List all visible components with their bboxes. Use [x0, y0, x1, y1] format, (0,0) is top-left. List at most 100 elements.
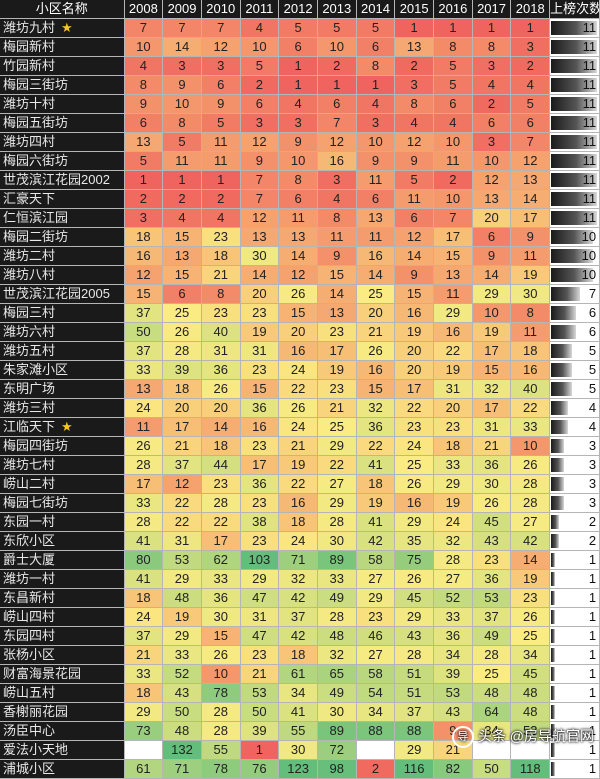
rank-cell: 40: [201, 322, 241, 342]
rank-cell: 29: [317, 493, 357, 513]
count-bar: [551, 515, 560, 529]
rank-cell: 26: [278, 398, 318, 418]
rank-cell: 15: [201, 626, 241, 646]
table-row: 潍坊九村 ★ 7 7 7 4 5 5 5 1 1 1 1 11: [0, 18, 600, 38]
count-cell: 11: [549, 132, 600, 152]
rank-cell: 26: [510, 607, 551, 627]
rank-cell: 1: [433, 18, 473, 38]
table-row: 财富海景花园 33 52 10 21 61 65 58 51 39 25 45 1: [0, 664, 600, 684]
rank-cell: 25: [472, 664, 512, 684]
count-cell: 1: [549, 702, 600, 722]
count-value: 11: [582, 134, 597, 149]
rank-cell: 20: [240, 284, 280, 304]
rank-cell: 11: [510, 322, 551, 342]
rank-cell: 5: [240, 56, 280, 76]
row-name-label: 梅园三街坊: [3, 77, 69, 92]
count-bar: [551, 59, 598, 73]
rank-cell: 50: [472, 759, 512, 779]
rank-cell: 42: [356, 531, 396, 551]
rank-cell: 26: [162, 322, 202, 342]
rank-cell: 37: [124, 341, 164, 361]
rank-cell: 33: [124, 664, 164, 684]
rank-cell: 50: [124, 322, 164, 342]
rank-cell: [124, 740, 164, 760]
rank-cell: 8: [162, 113, 202, 133]
count-value: 6: [588, 324, 597, 339]
rank-cell: 1: [356, 75, 396, 95]
rank-cell: 16: [510, 360, 551, 380]
count-cell: 2: [549, 512, 600, 532]
rank-cell: 22: [278, 379, 318, 399]
count-cell: 5: [549, 360, 600, 380]
rank-cell: 17: [472, 341, 512, 361]
rank-cell: 29: [394, 512, 434, 532]
rank-cell: 3: [472, 56, 512, 76]
rank-cell: 12: [472, 170, 512, 190]
table-row: 竹园新村 4 3 3 5 1 2 8 2 5 3 2 11: [0, 56, 600, 76]
row-name: 东明广场: [0, 379, 125, 399]
rank-cell: 1: [317, 75, 357, 95]
table-row: 潍坊四村 13 5 11 12 9 12 10 12 10 3 7 11: [0, 132, 600, 152]
rank-cell: 18: [278, 512, 318, 532]
rank-cell: 30: [510, 284, 551, 304]
rank-cell: 89: [317, 721, 357, 741]
count-bar: [551, 629, 556, 643]
rank-cell: 16: [124, 246, 164, 266]
count-value: 10: [581, 229, 597, 244]
table-body: 潍坊九村 ★ 7 7 7 4 5 5 5 1 1 1 1 11 梅园新村 10 14 12 10 6 10 6 13 8 8 3 1…: [0, 18, 600, 779]
rank-cell: 88: [356, 721, 396, 741]
rank-cell: 25: [394, 455, 434, 475]
rank-cell: 9: [162, 75, 202, 95]
rank-cell: 14: [510, 550, 551, 570]
rank-cell: 4: [317, 189, 357, 209]
row-name-label: 爵士大厦: [3, 552, 56, 567]
rank-cell: 5: [433, 56, 473, 76]
count-bar: [551, 572, 556, 586]
row-name: 梅园新村: [0, 37, 125, 57]
rank-cell: 45: [510, 664, 551, 684]
count-cell: 1: [549, 626, 600, 646]
count-cell: 4: [549, 398, 600, 418]
count-cell: 10: [549, 246, 600, 266]
rank-cell: 8: [201, 284, 241, 304]
rank-cell: 32: [472, 379, 512, 399]
row-name-label: 世茂滨江花园2005: [3, 286, 110, 301]
rank-cell: 19: [510, 569, 551, 589]
rank-cell: 43: [394, 626, 434, 646]
rank-cell: 6: [317, 94, 357, 114]
row-name: 汇豪天下: [0, 189, 125, 209]
rank-cell: 65: [317, 664, 357, 684]
rank-cell: 6: [394, 208, 434, 228]
table-row: 香榭丽花园 29 50 28 50 41 30 34 37 43 64 48 1: [0, 702, 600, 722]
rank-cell: 22: [278, 474, 318, 494]
rank-cell: 19: [356, 493, 396, 513]
count-cell: 1: [549, 645, 600, 665]
count-value: 11: [582, 96, 597, 111]
rank-cell: 27: [317, 474, 357, 494]
rank-cell: 53: [472, 588, 512, 608]
rank-cell: 37: [162, 455, 202, 475]
count-value: 11: [582, 172, 597, 187]
rank-cell: 16: [356, 360, 396, 380]
rank-cell: 21: [124, 645, 164, 665]
rank-cell: 49: [472, 626, 512, 646]
row-name-label: 朱家滩小区: [3, 362, 69, 377]
rank-cell: 36: [240, 474, 280, 494]
rank-cell: 2: [433, 170, 473, 190]
rank-cell: 28: [510, 474, 551, 494]
rank-cell: 23: [317, 322, 357, 342]
rank-cell: 17: [201, 531, 241, 551]
rank-cell: 24: [433, 512, 473, 532]
rank-cell: 18: [124, 683, 164, 703]
count-cell: 1: [549, 569, 600, 589]
rank-cell: 24: [394, 436, 434, 456]
rank-cell: 36: [201, 360, 241, 380]
table-row: 梅园二街坊 18 15 23 13 13 11 11 12 17 6 9 10: [0, 227, 600, 247]
table-row: 张杨小区 21 33 26 23 18 32 27 28 34 28 34 1: [0, 645, 600, 665]
rank-cell: 8: [356, 56, 396, 76]
rank-cell: 41: [124, 531, 164, 551]
rank-cell: 50: [240, 702, 280, 722]
count-value: 5: [588, 362, 597, 377]
rank-cell: 15: [472, 360, 512, 380]
rank-cell: 18: [433, 436, 473, 456]
